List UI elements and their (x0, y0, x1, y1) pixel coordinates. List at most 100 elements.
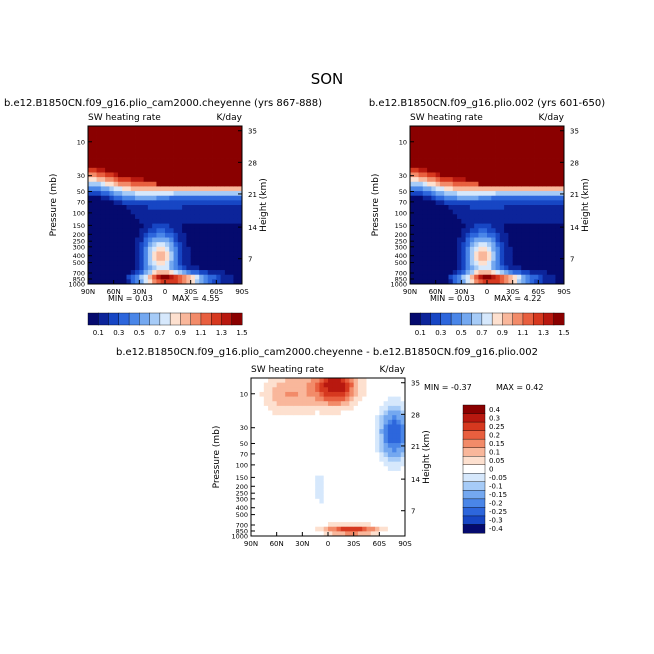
contour-cell (276, 401, 282, 407)
y-tick-label: 50 (240, 440, 248, 448)
contour-cell (160, 200, 166, 206)
contour-cell (529, 191, 535, 197)
contour-cell (439, 205, 445, 211)
contour-cell (100, 214, 106, 220)
contour-cell (495, 167, 501, 173)
contour-cell (525, 153, 531, 159)
contour-cell (203, 237, 209, 243)
contour-cell (495, 265, 501, 271)
contour-cell (293, 433, 299, 439)
contour-cell (469, 228, 475, 234)
contour-cell (383, 503, 389, 509)
contour-cell (379, 512, 385, 518)
contour-cell (276, 438, 282, 444)
contour-cell (122, 135, 127, 141)
contour-cell (444, 130, 449, 136)
contour-cell (525, 218, 531, 224)
contour-cell (182, 270, 187, 276)
contour-cell (135, 265, 140, 271)
contour-cell (427, 163, 432, 169)
contour-cell (310, 526, 316, 532)
contour-cell (263, 424, 269, 430)
contour-cell (495, 163, 501, 169)
contour-cell (212, 205, 217, 211)
contour-cell (276, 494, 282, 500)
contour-cell (332, 433, 337, 439)
contour-cell (546, 274, 552, 280)
contour-cell (516, 130, 522, 136)
contour-cell (117, 223, 123, 229)
contour-cell (387, 498, 393, 504)
contour-cell (92, 135, 97, 141)
contour-cell (323, 466, 329, 472)
contour-cell (400, 457, 406, 463)
contour-cell (263, 475, 269, 481)
contour-cell (370, 489, 376, 495)
contour-cell (559, 195, 565, 201)
contour-cell (190, 237, 196, 243)
contour-cell (387, 401, 393, 407)
contour-cell (113, 126, 119, 132)
contour-cell (508, 149, 514, 155)
contour-cell (190, 209, 196, 215)
contour-cell (474, 195, 479, 201)
contour-cell (199, 242, 204, 248)
contour-cell (139, 172, 145, 178)
contour-cell (173, 191, 179, 197)
contour-cell (130, 191, 136, 197)
contour-cell (512, 265, 518, 271)
contour-cell (251, 470, 256, 476)
contour-cell (289, 424, 295, 430)
contour-cell (516, 260, 522, 266)
contour-cell (332, 484, 337, 490)
contour-cell (452, 158, 458, 164)
contour-cell (147, 251, 153, 257)
contour-cell (478, 265, 484, 271)
y-tick-label: 10 (77, 138, 85, 146)
contour-cell (96, 242, 102, 248)
contour-cell (353, 396, 359, 402)
contour-cell (220, 172, 226, 178)
contour-cell (457, 149, 462, 155)
contour-cell (216, 209, 222, 215)
contour-cell (366, 503, 372, 509)
contour-cell (448, 200, 454, 206)
contour-cell (276, 410, 282, 416)
contour-cell (233, 265, 239, 271)
contour-cell (177, 200, 183, 206)
contour-cell (482, 256, 488, 262)
contour-cell (336, 438, 342, 444)
contour-cell (122, 163, 127, 169)
contour-cell (534, 158, 539, 164)
contour-cell (139, 232, 145, 238)
contour-cell (109, 242, 115, 248)
contour-cell (135, 214, 140, 220)
contour-cell (251, 526, 256, 532)
contour-cell (353, 433, 359, 439)
contour-cell (487, 167, 492, 173)
contour-cell (92, 218, 97, 224)
contour-cell (370, 405, 376, 411)
contour-cell (435, 158, 441, 164)
contour-cell (315, 498, 320, 504)
contour-cell (165, 237, 170, 243)
contour-cell (418, 218, 424, 224)
contour-cell (216, 251, 222, 257)
contour-cell (349, 475, 355, 481)
contour-cell (220, 209, 226, 215)
contour-cell (487, 246, 492, 252)
contour-cell (143, 167, 149, 173)
contour-cell (100, 172, 106, 178)
contour-cell (310, 438, 316, 444)
contour-cell (289, 396, 295, 402)
contour-cell (268, 489, 273, 495)
contour-cell (340, 396, 346, 402)
contour-cell (370, 475, 376, 481)
contour-cell (268, 424, 273, 430)
contour-cell (353, 452, 359, 458)
contour-cell (203, 228, 209, 234)
contour-cell (418, 144, 424, 150)
contour-cell (427, 242, 432, 248)
contour-cell (375, 443, 380, 449)
contour-cell (233, 130, 239, 136)
